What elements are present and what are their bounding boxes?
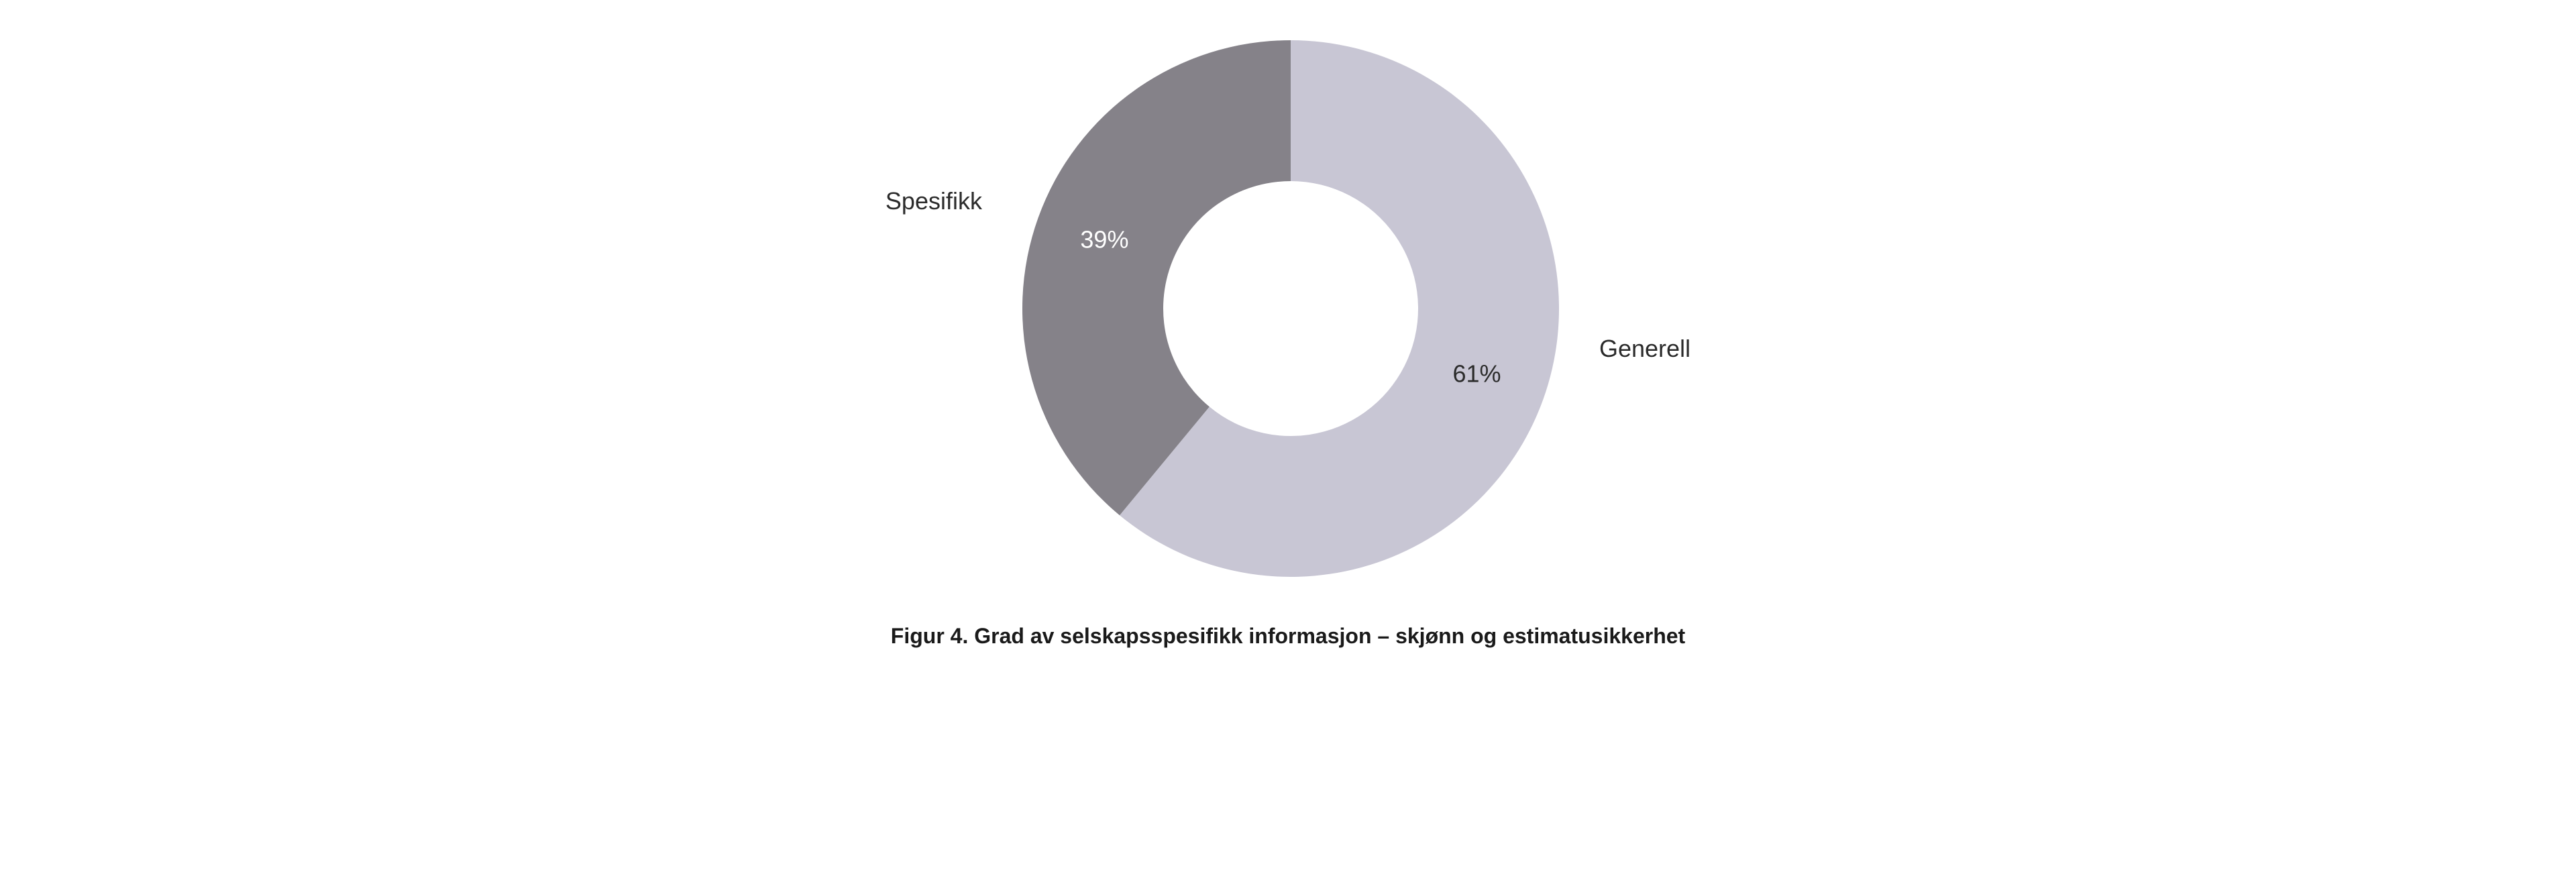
percent-spesifikk: 39% — [1080, 226, 1128, 254]
percent-generell: 61% — [1453, 360, 1501, 387]
label-spesifikk: Spesifikk — [885, 187, 982, 215]
chart-wrapper: Spesifikk 61% 39% Generell Figur 4. Grad … — [885, 0, 1690, 649]
figure-caption: Figur 4. Grad av selskapsspesifikk infor… — [891, 624, 1685, 649]
donut-chart: 61% 39% — [1009, 27, 1572, 590]
donut-row: Spesifikk 61% 39% Generell — [885, 27, 1690, 590]
label-generell: Generell — [1599, 335, 1690, 363]
